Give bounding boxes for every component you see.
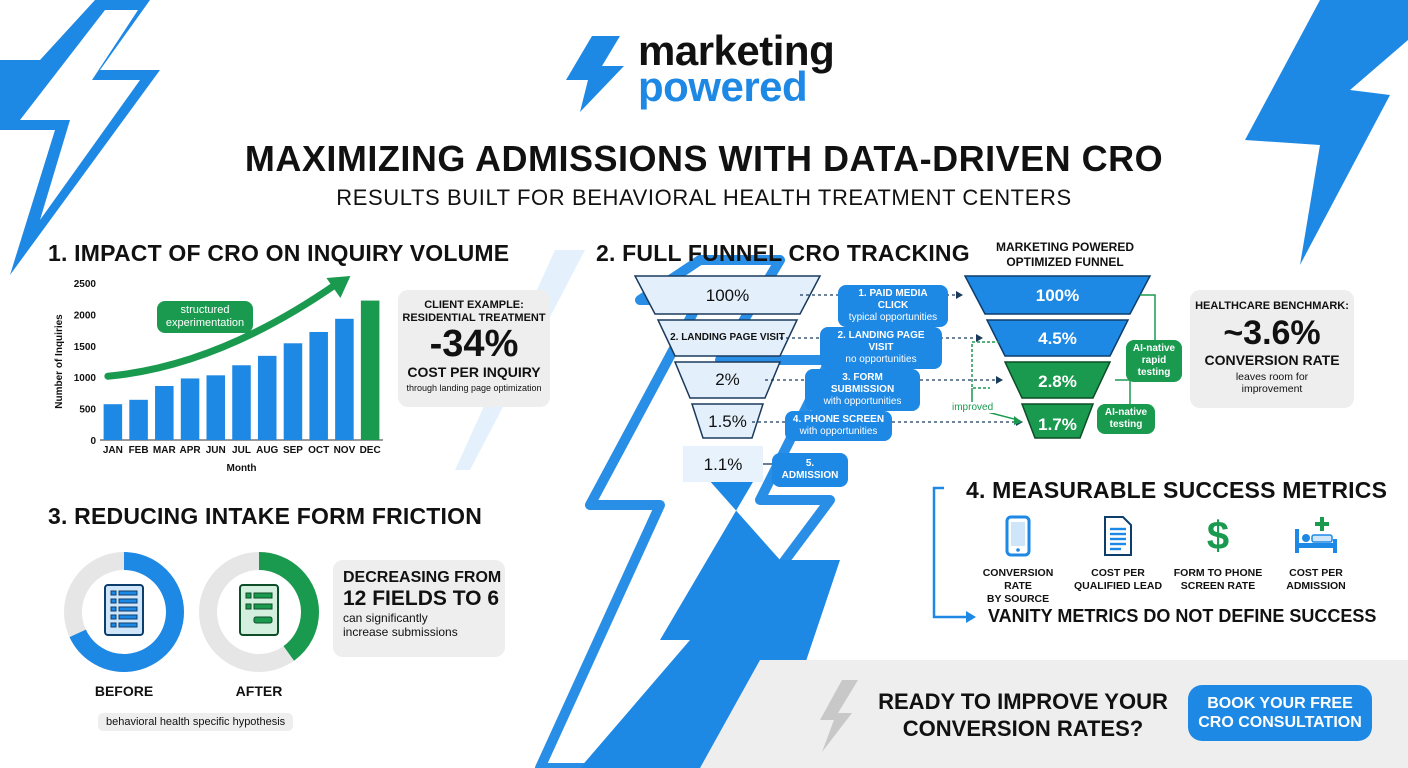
section4-title: 4. MEASURABLE SUCCESS METRICS	[966, 477, 1388, 503]
step-pill-3: 3. FORM SUBMISSION with opportunities	[805, 369, 920, 411]
step-pill-1: 1. PAID MEDIA CLICK typical opportunitie…	[838, 285, 948, 327]
optimized-stage-4	[1020, 403, 1095, 439]
brand-line1: marketing	[638, 27, 835, 74]
typical-stage-5	[683, 446, 763, 482]
lightning-icon	[566, 36, 624, 112]
optimized-stage-3	[1003, 361, 1112, 399]
x-tick-label: NOV	[334, 445, 356, 456]
typical-label-4: 1.5%	[708, 412, 747, 431]
improved-label: improved	[950, 402, 996, 413]
x-tick-label: FEB	[129, 445, 149, 456]
bar-apr	[180, 378, 200, 440]
typical-label-2: 2. LANDING PAGE VISIT	[670, 332, 785, 343]
y-tick-label: 1500	[74, 342, 97, 353]
client-example-card: CLIENT EXAMPLE: RESIDENTIAL TREATMENT -3…	[398, 290, 550, 407]
typical-label-3: 2%	[715, 370, 740, 389]
trend-arrow-head-icon	[326, 276, 351, 298]
bar-jul	[232, 365, 251, 440]
cta-bolt-icon	[820, 680, 858, 752]
optimized-label-3: 2.8%	[1038, 372, 1077, 391]
step-pill-4: 4. PHONE SCREEN with opportunities	[785, 411, 892, 441]
funnel-graphic	[633, 275, 1156, 482]
metric-1: CONVERSION RATE BY SOURCE	[968, 515, 1068, 606]
x-tick-label: JUL	[232, 445, 251, 456]
benchmark-card: HEALTHCARE BENCHMARK: ~3.6% CONVERSION R…	[1190, 290, 1354, 408]
x-tick-label: SEP	[283, 445, 303, 456]
form-12-fields-icon	[104, 584, 144, 636]
x-tick-label: DEC	[360, 445, 381, 456]
bar-jan	[103, 404, 123, 440]
hypothesis-tag: behavioral health specific hypothesis	[98, 713, 294, 731]
bar-oct	[309, 331, 328, 440]
form-6-fields-icon	[239, 584, 279, 636]
y-tick-label: 500	[79, 405, 96, 416]
typical-stage-2	[656, 319, 799, 357]
trend-arrow	[104, 280, 340, 380]
before-label: BEFORE	[94, 683, 154, 699]
bar-jun	[206, 375, 226, 440]
brand-line2: powered	[638, 63, 808, 110]
bar-sep	[283, 343, 303, 440]
y-tick-label: 0	[90, 436, 96, 447]
optimized-label-1: 100%	[1035, 286, 1080, 305]
after-ring	[199, 552, 319, 672]
book-consultation-button[interactable]: BOOK YOUR FREE CRO CONSULTATION	[1188, 685, 1372, 741]
dollar-icon: $	[1206, 514, 1230, 558]
metric-2: COST PER QUALIFIED LEAD	[1068, 515, 1168, 593]
typical-stage-4	[690, 403, 765, 439]
y-tick-label: 2000	[74, 310, 97, 321]
bolt-top-right-icon	[1245, 0, 1408, 265]
bar-dec	[360, 300, 380, 440]
x-tick-label: JUN	[206, 445, 226, 456]
benchmark-value: ~3.6%	[1223, 314, 1321, 352]
ai-rapid-testing-pill: AI-native rapid testing	[1126, 340, 1182, 382]
x-tick-label: AUG	[256, 445, 278, 456]
client-value: -34%	[429, 323, 519, 365]
x-tick-label: MAR	[153, 445, 177, 456]
step-pill-5: 5. ADMISSION	[772, 453, 848, 487]
form-friction-card: DECREASING FROM 12 FIELDS TO 6 can signi…	[333, 560, 505, 657]
optimized-stage-1	[963, 275, 1152, 315]
y-tick-label: 2500	[74, 279, 97, 290]
page-title: MAXIMIZING ADMISSIONS WITH DATA-DRIVEN C…	[244, 138, 1164, 179]
typical-stage-1	[633, 275, 822, 315]
typical-label-5: 1.1%	[703, 455, 743, 474]
bolt-center-icon	[535, 255, 835, 768]
step-pill-2: 2. LANDING PAGE VISIT no opportunities	[820, 327, 942, 369]
bar-aug	[257, 355, 277, 440]
vanity-metrics-statement: VANITY METRICS DO NOT DEFINE SUCCESS	[988, 606, 1377, 626]
x-tick-label: APR	[179, 445, 201, 456]
brand-logo: marketing powered	[558, 27, 858, 112]
section1-title: 1. IMPACT OF CRO ON INQUIRY VOLUME	[48, 240, 510, 266]
x-tick-label: JAN	[103, 445, 123, 456]
bar-mar	[155, 385, 174, 440]
inquiry-bar-chart: 0 500 1000 1500 2000 2500 JAN FEB MAR APR JUN JUL AU…	[54, 276, 383, 474]
page-subtitle: RESULTS BUILT FOR BEHAVIORAL HEALTH TREA…	[336, 185, 1072, 210]
bar-feb	[129, 399, 148, 440]
y-tick-label: 1000	[74, 373, 97, 384]
optimized-funnel-title: MARKETING POWERED OPTIMIZED FUNNEL	[996, 240, 1134, 269]
optimized-label-4: 1.7%	[1038, 415, 1077, 434]
ai-testing-pill: AI-native testing	[1097, 404, 1155, 434]
optimized-stage-2	[985, 319, 1130, 357]
hospital-bed-icon	[1295, 517, 1337, 553]
section3-title: 3. REDUCING INTAKE FORM FRICTION	[48, 503, 483, 529]
typical-label-1: 100%	[705, 286, 750, 305]
section4-bracket	[932, 486, 976, 623]
metric-4: COST PER ADMISSION	[1266, 515, 1366, 593]
typical-stage-3	[673, 361, 782, 399]
structured-experimentation-pill: structured experimentation	[157, 301, 253, 333]
optimized-label-2: 4.5%	[1038, 329, 1077, 348]
x-axis-label: Month	[227, 463, 257, 474]
bar-nov	[335, 318, 354, 440]
section2-title: 2. FULL FUNNEL CRO TRACKING	[596, 240, 970, 266]
document-icon	[1104, 516, 1132, 556]
phone-icon	[1005, 515, 1031, 557]
y-axis-label: Number of Inquiries	[54, 314, 65, 409]
x-tick-label: OCT	[308, 445, 329, 456]
cta-heading: READY TO IMPROVE YOUR CONVERSION RATES?	[878, 689, 1168, 741]
before-ring	[64, 552, 184, 672]
after-label: AFTER	[235, 683, 283, 699]
metric-3: $ FORM TO PHONE SCREEN RATE	[1168, 515, 1268, 593]
